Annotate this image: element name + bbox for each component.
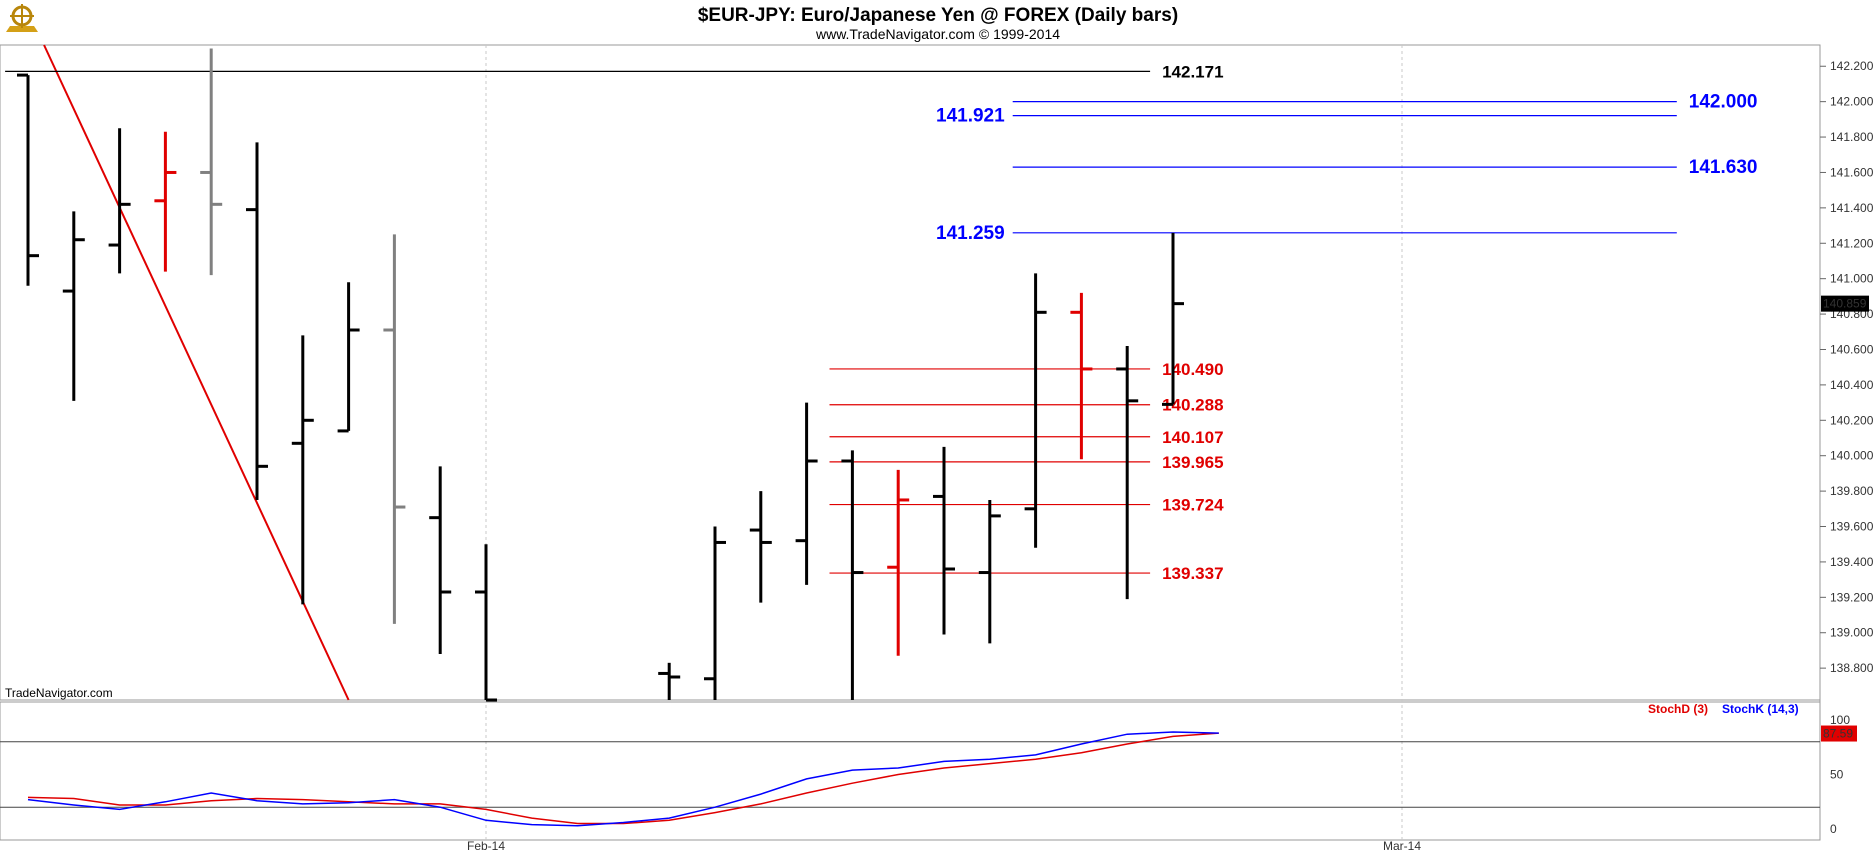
ohlc-bar — [200, 48, 223, 276]
level-label: 141.630 — [1689, 157, 1758, 178]
stoch-legend: StochD (3) StochK (14,3) — [1648, 702, 1799, 716]
ohlc-bar — [291, 335, 314, 605]
price-tick-label: 141.200 — [1830, 236, 1874, 250]
level-label: 140.490 — [1162, 360, 1223, 379]
level-label: 141.921 — [936, 106, 1005, 127]
price-tick-label: 139.200 — [1830, 590, 1874, 604]
stoch-last-marker — [1821, 725, 1857, 742]
date-axis: Feb-14 Mar-14 — [467, 839, 1421, 853]
downtrend-line — [43, 44, 350, 701]
grid — [485, 45, 1403, 840]
price-tick-label: 139.400 — [1830, 555, 1874, 569]
ohlc-bar — [383, 234, 406, 624]
chart-title: $EUR-JPY: Euro/Japanese Yen @ FOREX (Dai… — [698, 5, 1178, 26]
ohlc-bars — [17, 48, 1184, 702]
chart-subtitle: www.TradeNavigator.com © 1999-2014 — [815, 26, 1060, 42]
ohlc-bar — [933, 446, 955, 635]
ohlc-bar — [658, 662, 681, 700]
level-label: 139.337 — [1162, 564, 1223, 583]
price-tick-label: 140.400 — [1830, 378, 1874, 392]
stoch-panel — [0, 701, 1821, 841]
level-label: 140.288 — [1162, 396, 1223, 415]
ohlc-bar — [1116, 345, 1139, 600]
last-price-label: 140.859 — [1823, 297, 1867, 311]
ohlc-bar — [1024, 273, 1047, 548]
price-panel — [0, 44, 1821, 701]
levels-layer: 142.171 142.000 141.921 141.630 141.259 140.4… — [5, 62, 1757, 583]
date-tick-label: Feb-14 — [467, 839, 505, 853]
price-tick-label: 141.600 — [1830, 165, 1874, 179]
price-tick-label: 140.600 — [1830, 342, 1874, 356]
stochd-legend-label: StochD (3) — [1648, 702, 1708, 716]
level-label: 141.259 — [936, 223, 1005, 244]
trade-navigator-logo-icon — [6, 4, 38, 32]
logo — [6, 4, 38, 32]
price-tick-label: 142.000 — [1830, 95, 1874, 109]
level-label: 142.000 — [1689, 92, 1758, 113]
stochd-line — [27, 732, 1219, 825]
ohlc-bar — [1162, 232, 1184, 406]
ohlc-bar — [246, 142, 268, 500]
level-label: 142.171 — [1162, 62, 1223, 81]
ohlc-bar — [475, 544, 497, 702]
level-label: 139.724 — [1162, 496, 1224, 515]
price-axis: 138.800 139.000 139.200 139.400 139.600 139.8… — [1820, 59, 1874, 675]
last-price-marker — [1821, 295, 1869, 312]
price-tick-label: 142.200 — [1830, 59, 1874, 73]
price-tick-label: 140.000 — [1830, 449, 1874, 463]
stochastic-panel: 100 50 0 StochD (3) StochK (14,3) 87.59 — [0, 702, 1857, 836]
stochk-line — [27, 731, 1219, 827]
stoch-last-label: 87.59 — [1823, 727, 1853, 741]
ohlc-bar — [337, 282, 360, 433]
date-tick-label: Mar-14 — [1383, 839, 1421, 853]
ohlc-bar — [62, 211, 85, 401]
ohlc-bar — [887, 469, 910, 656]
ohlc-bar — [108, 128, 131, 274]
price-tick-label: 139.600 — [1830, 520, 1874, 534]
ohlc-bar — [704, 526, 726, 700]
ohlc-bar — [795, 402, 818, 585]
ohlc-bar — [749, 491, 772, 603]
price-tick-label: 139.800 — [1830, 484, 1874, 498]
stoch-tick-label: 0 — [1830, 822, 1837, 836]
price-tick-label: 140.200 — [1830, 413, 1874, 427]
ohlc-bar — [154, 131, 177, 272]
price-tick-label: 141.000 — [1830, 272, 1874, 286]
level-label: 140.107 — [1162, 428, 1223, 447]
price-tick-label: 139.000 — [1830, 626, 1874, 640]
ohlc-bar — [978, 499, 1001, 644]
price-tick-label: 141.800 — [1830, 130, 1874, 144]
stoch-tick-label: 100 — [1830, 713, 1850, 727]
stochk-legend-label: StochK (14,3) — [1722, 702, 1799, 716]
stoch-tick-label: 50 — [1830, 768, 1844, 782]
trendline-layer — [43, 44, 350, 701]
price-tick-label: 141.400 — [1830, 201, 1874, 215]
level-label: 139.965 — [1162, 453, 1223, 472]
ohlc-bar — [1070, 292, 1093, 460]
watermark: TradeNavigator.com — [5, 686, 113, 700]
ohlc-bar — [17, 73, 39, 286]
ohlc-bar — [429, 466, 452, 654]
price-tick-label: 138.800 — [1830, 661, 1874, 675]
ohlc-bar — [841, 450, 864, 700]
